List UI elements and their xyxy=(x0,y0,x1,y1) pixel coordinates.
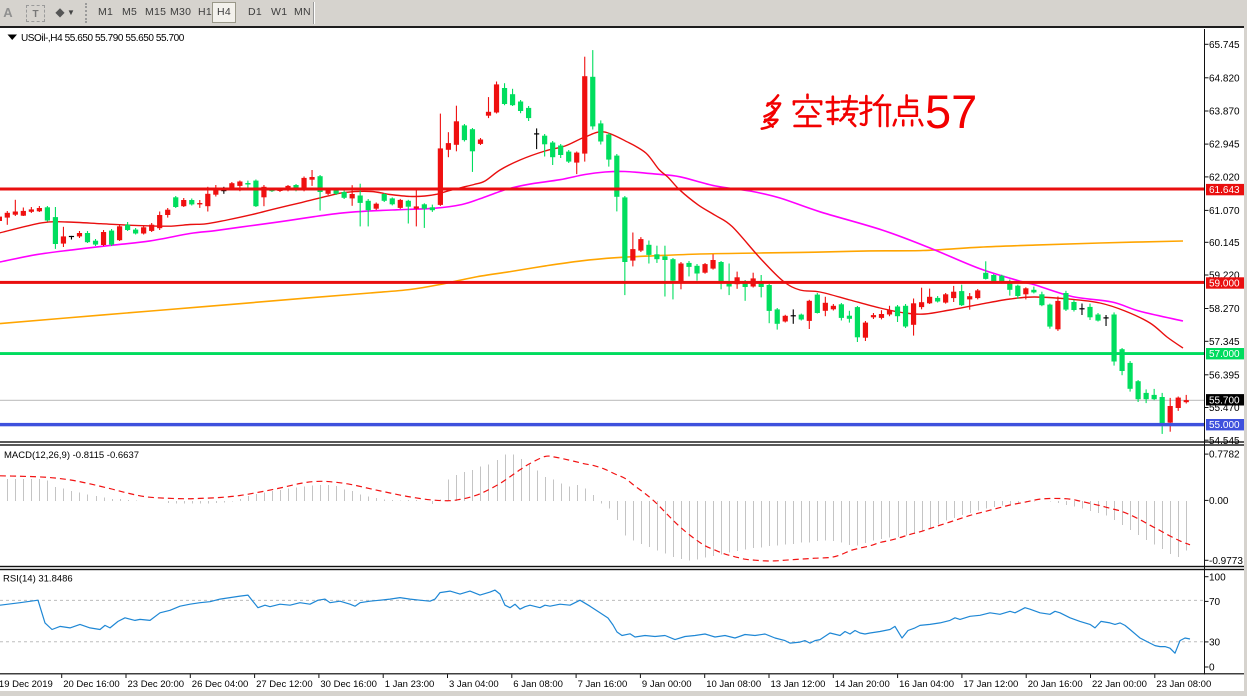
svg-text:59.000: 59.000 xyxy=(1209,279,1240,290)
svg-text:MACD(12,26,9) -0.8115 -0.6637: MACD(12,26,9) -0.8115 -0.6637 xyxy=(4,450,139,461)
svg-text:61.643: 61.643 xyxy=(1209,185,1240,196)
svg-text:1 Jan 23:00: 1 Jan 23:00 xyxy=(385,679,435,690)
svg-text:USOil-,H4 55.650 55.790 55.65: USOil-,H4 55.650 55.790 55.650 55.700 xyxy=(21,33,185,44)
svg-text:55.470: 55.470 xyxy=(1209,403,1240,414)
svg-text:59.220: 59.220 xyxy=(1209,271,1240,282)
svg-text:57.000: 57.000 xyxy=(1209,349,1240,360)
svg-text:70: 70 xyxy=(1209,597,1221,608)
svg-text:13 Jan 12:00: 13 Jan 12:00 xyxy=(771,679,826,690)
svg-text:14 Jan 20:00: 14 Jan 20:00 xyxy=(835,679,890,690)
svg-text:3 Jan 04:00: 3 Jan 04:00 xyxy=(449,679,499,690)
svg-text:7 Jan 16:00: 7 Jan 16:00 xyxy=(578,679,628,690)
svg-text:0: 0 xyxy=(1209,663,1215,674)
svg-text:54.545: 54.545 xyxy=(1209,436,1240,447)
svg-text:10 Jan 08:00: 10 Jan 08:00 xyxy=(706,679,761,690)
svg-text:20 Jan 16:00: 20 Jan 16:00 xyxy=(1028,679,1083,690)
svg-text:23 Dec 20:00: 23 Dec 20:00 xyxy=(128,679,185,690)
svg-text:60.145: 60.145 xyxy=(1209,238,1240,249)
svg-text:55.000: 55.000 xyxy=(1209,420,1240,431)
svg-text:20 Dec 16:00: 20 Dec 16:00 xyxy=(63,679,120,690)
svg-text:0.7782: 0.7782 xyxy=(1209,450,1240,461)
svg-text:9 Jan 00:00: 9 Jan 00:00 xyxy=(642,679,692,690)
svg-text:6 Jan 08:00: 6 Jan 08:00 xyxy=(513,679,563,690)
svg-text:22 Jan 00:00: 22 Jan 00:00 xyxy=(1092,679,1147,690)
svg-text:62.020: 62.020 xyxy=(1209,173,1240,184)
svg-text:57: 57 xyxy=(925,85,977,138)
svg-text:RSI(14) 31.8486: RSI(14) 31.8486 xyxy=(3,574,73,585)
svg-text:30: 30 xyxy=(1209,638,1221,649)
svg-text:56.395: 56.395 xyxy=(1209,370,1240,381)
svg-text:23 Jan 08:00: 23 Jan 08:00 xyxy=(1156,679,1211,690)
svg-text:64.820: 64.820 xyxy=(1209,73,1240,84)
svg-text:19 Dec 2019: 19 Dec 2019 xyxy=(0,679,53,690)
svg-text:30 Dec 16:00: 30 Dec 16:00 xyxy=(320,679,377,690)
svg-text:100: 100 xyxy=(1209,572,1226,583)
svg-text:61.070: 61.070 xyxy=(1209,206,1240,217)
svg-text:57.345: 57.345 xyxy=(1209,337,1240,348)
svg-text:27 Dec 12:00: 27 Dec 12:00 xyxy=(256,679,313,690)
svg-text:55.700: 55.700 xyxy=(1209,395,1240,406)
svg-text:0.00: 0.00 xyxy=(1209,496,1229,507)
svg-text:58.270: 58.270 xyxy=(1209,304,1240,315)
svg-text:65.745: 65.745 xyxy=(1209,40,1240,51)
svg-text:-0.9773: -0.9773 xyxy=(1209,556,1243,567)
svg-text:17 Jan 12:00: 17 Jan 12:00 xyxy=(963,679,1018,690)
svg-text:16 Jan 04:00: 16 Jan 04:00 xyxy=(899,679,954,690)
svg-text:63.870: 63.870 xyxy=(1209,107,1240,118)
svg-text:26 Dec 04:00: 26 Dec 04:00 xyxy=(192,679,249,690)
svg-text:62.945: 62.945 xyxy=(1209,140,1240,151)
